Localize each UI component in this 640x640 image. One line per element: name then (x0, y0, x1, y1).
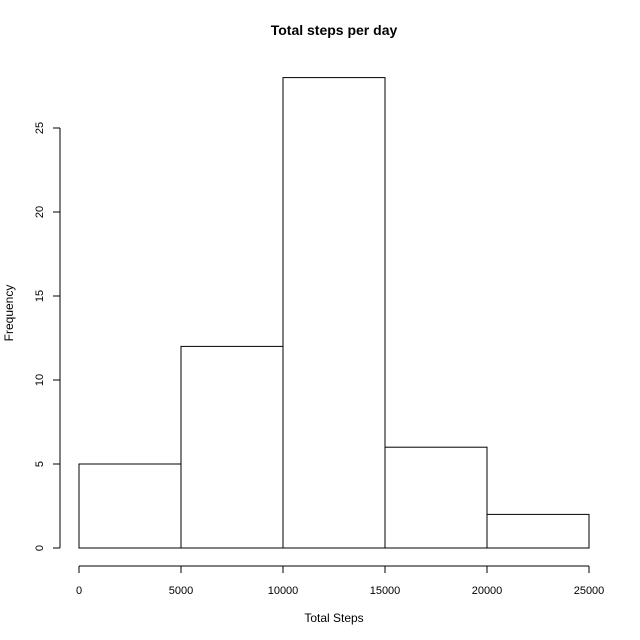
histogram-bar (180, 345, 284, 549)
histogram-bar (282, 77, 386, 549)
x-tick-label: 5000 (169, 585, 193, 597)
y-tick-label: 20 (34, 206, 46, 218)
x-tick-label: 20000 (472, 585, 503, 597)
y-tick-label: 0 (34, 545, 46, 551)
histogram-bar (486, 513, 590, 549)
y-tick-label: 5 (34, 461, 46, 467)
x-tick-label: 0 (76, 585, 82, 597)
y-tick-label: 10 (34, 374, 46, 386)
x-axis-label: Total Steps (304, 611, 363, 625)
x-tick-label: 10000 (268, 585, 299, 597)
bars-group (78, 77, 590, 549)
histogram-bar (78, 463, 182, 549)
y-tick-label: 15 (34, 290, 46, 302)
x-axis-ticks: 0 5000 10000 15000 20000 25000 (76, 566, 604, 597)
chart-title: Total steps per day (271, 22, 398, 38)
y-axis-label: Frequency (2, 285, 16, 342)
histogram-bar (384, 446, 488, 549)
y-axis-ticks: 0 5 10 15 20 25 (34, 122, 60, 551)
x-tick-label: 15000 (370, 585, 401, 597)
y-tick-label: 25 (34, 122, 46, 134)
x-tick-label: 25000 (574, 585, 605, 597)
